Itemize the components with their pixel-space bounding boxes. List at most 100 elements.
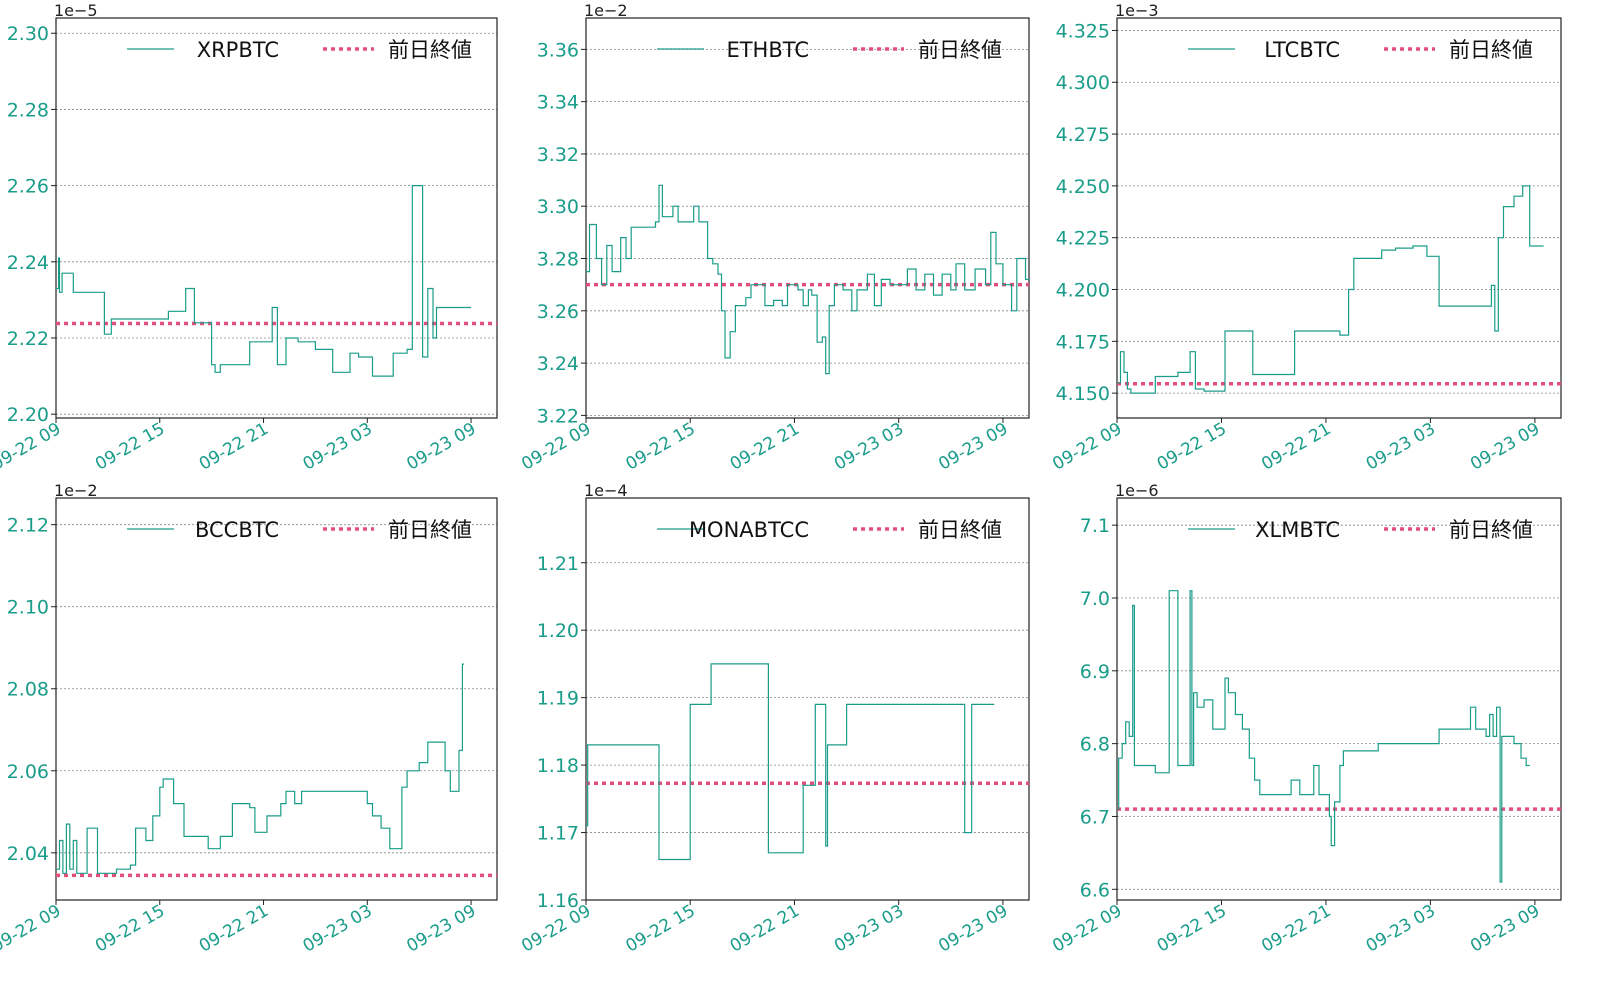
y-tick-label: 6.8 [1080,734,1110,756]
y-tick-label: 2.04 [7,843,49,865]
y-tick-label: 1.19 [537,688,579,710]
series-line [586,663,995,861]
y-tick-label: 1.18 [537,755,579,777]
y-tick-label: 2.10 [7,597,49,619]
legend-label-series: BCCBTC [195,518,279,542]
legend-label-reference: 前日終値 [1449,38,1533,62]
legend-label-reference: 前日終値 [1449,518,1533,542]
axis-exponent: 1e−5 [54,1,98,20]
axis-exponent: 1e−2 [584,1,628,20]
y-tick-label: 4.300 [1056,72,1110,94]
axes-frame [1116,17,1562,419]
axes-frame [55,497,498,901]
y-tick-label: 3.26 [537,301,579,323]
x-tick-label: 09-22 21 [727,419,803,475]
legend: MONABTCC 前日終値 [657,518,1002,542]
legend: XLMBTC 前日終値 [1188,518,1533,542]
x-tick-label: 09-23 09 [1467,419,1543,475]
axis-exponent: 1e−4 [584,481,628,500]
series-line [56,663,465,874]
series-line [1117,185,1544,394]
chart-panel-6: 6.6 6.7 6.8 6.9 7.0 7.1 1e−6 09-22 09 09-22 15 09… [1049,481,1562,957]
y-tick-label: 4.325 [1056,20,1110,42]
y-tick-label: 2.06 [7,761,49,783]
x-tick-label: 09-23 09 [403,419,479,475]
y-tick-label: 2.08 [7,679,49,701]
y-tick-label: 3.30 [537,196,579,218]
y-tick-label: 2.26 [7,176,49,198]
x-tick-label: 09-22 15 [92,419,168,475]
x-tick-label: 09-22 09 [1049,419,1125,475]
legend-label-series: XLMBTC [1255,518,1340,542]
x-tick-label: 09-22 15 [623,901,699,957]
axes-frame [1116,497,1562,901]
y-tick-label: 2.30 [7,23,49,45]
x-tick-label: 09-23 03 [300,901,376,957]
y-tick-label: 1.21 [537,553,579,575]
legend-label-series: LTCBTC [1264,38,1340,62]
axes-frame [55,17,498,419]
x-tick-label: 09-23 03 [300,419,376,475]
axis-exponent: 1e−6 [1115,481,1159,500]
y-tick-label: 4.275 [1056,124,1110,146]
x-tick-label: 09-23 03 [1363,901,1439,957]
legend-label-reference: 前日終値 [918,38,1002,62]
y-tick-label: 6.9 [1080,661,1110,683]
x-tick-label: 09-22 21 [1258,901,1334,957]
chart-panel-4: 2.04 2.06 2.08 2.10 2.12 1e−2 09-22 09 09-22 15… [0,481,498,957]
y-tick-label: 1.17 [537,823,579,845]
x-tick-label: 09-22 21 [1258,419,1334,475]
legend: BCCBTC 前日終値 [127,518,472,542]
y-tick-label: 4.250 [1056,176,1110,198]
y-tick-label: 4.200 [1056,280,1110,302]
axis-exponent: 1e−3 [1115,1,1159,20]
axes-frame [585,497,1030,901]
legend: XRPBTC 前日終値 [127,38,472,62]
chart-panel-1: 2.20 2.22 2.24 2.26 2.28 2.30 1e−5 09-22 09 09-2… [0,1,498,475]
y-tick-label: 1.20 [537,620,579,642]
y-tick-label: 2.24 [7,252,49,274]
legend: ETHBTC 前日終値 [657,38,1002,62]
x-tick-label: 09-22 21 [196,901,272,957]
series-line [1117,590,1530,883]
chart-panel-3: 4.150 4.175 4.200 4.225 4.250 4.275 4.300 4.325… [1049,1,1562,475]
legend-label-reference: 前日終値 [918,518,1002,542]
y-tick-label: 1.16 [537,890,579,912]
y-tick-label: 2.28 [7,99,49,121]
y-tick-label: 4.225 [1056,228,1110,250]
x-tick-label: 09-23 09 [935,901,1011,957]
y-tick-label: 4.175 [1056,331,1110,353]
legend: LTCBTC 前日終値 [1188,38,1533,62]
y-tick-label: 2.20 [7,404,49,426]
axes-frame [585,17,1030,419]
y-tick-label: 4.150 [1056,383,1110,405]
x-tick-label: 09-23 09 [403,901,479,957]
y-tick-label: 3.24 [537,353,579,375]
y-tick-label: 6.6 [1080,879,1110,901]
y-tick-label: 7.0 [1080,588,1110,610]
x-tick-label: 09-23 03 [831,419,907,475]
legend-label-reference: 前日終値 [388,38,472,62]
x-tick-label: 09-23 09 [1467,901,1543,957]
x-tick-label: 09-23 03 [1363,419,1439,475]
legend-label-series: XRPBTC [197,38,279,62]
y-tick-label: 3.22 [537,405,579,427]
y-tick-label: 3.28 [537,249,579,271]
y-tick-label: 7.1 [1080,515,1110,537]
y-tick-label: 6.7 [1080,806,1110,828]
legend-label-series: MONABTCC [689,518,809,542]
series-line [586,184,1029,375]
legend-label-series: ETHBTC [726,38,809,62]
legend-label-reference: 前日終値 [388,518,472,542]
x-tick-label: 09-22 21 [196,419,272,475]
x-tick-label: 09-22 21 [727,901,803,957]
x-tick-label: 09-22 15 [92,901,168,957]
y-tick-label: 3.36 [537,39,579,61]
series-line [56,185,472,377]
x-tick-label: 09-23 03 [831,901,907,957]
x-tick-label: 09-22 09 [0,419,64,475]
x-tick-label: 09-23 09 [935,419,1011,475]
